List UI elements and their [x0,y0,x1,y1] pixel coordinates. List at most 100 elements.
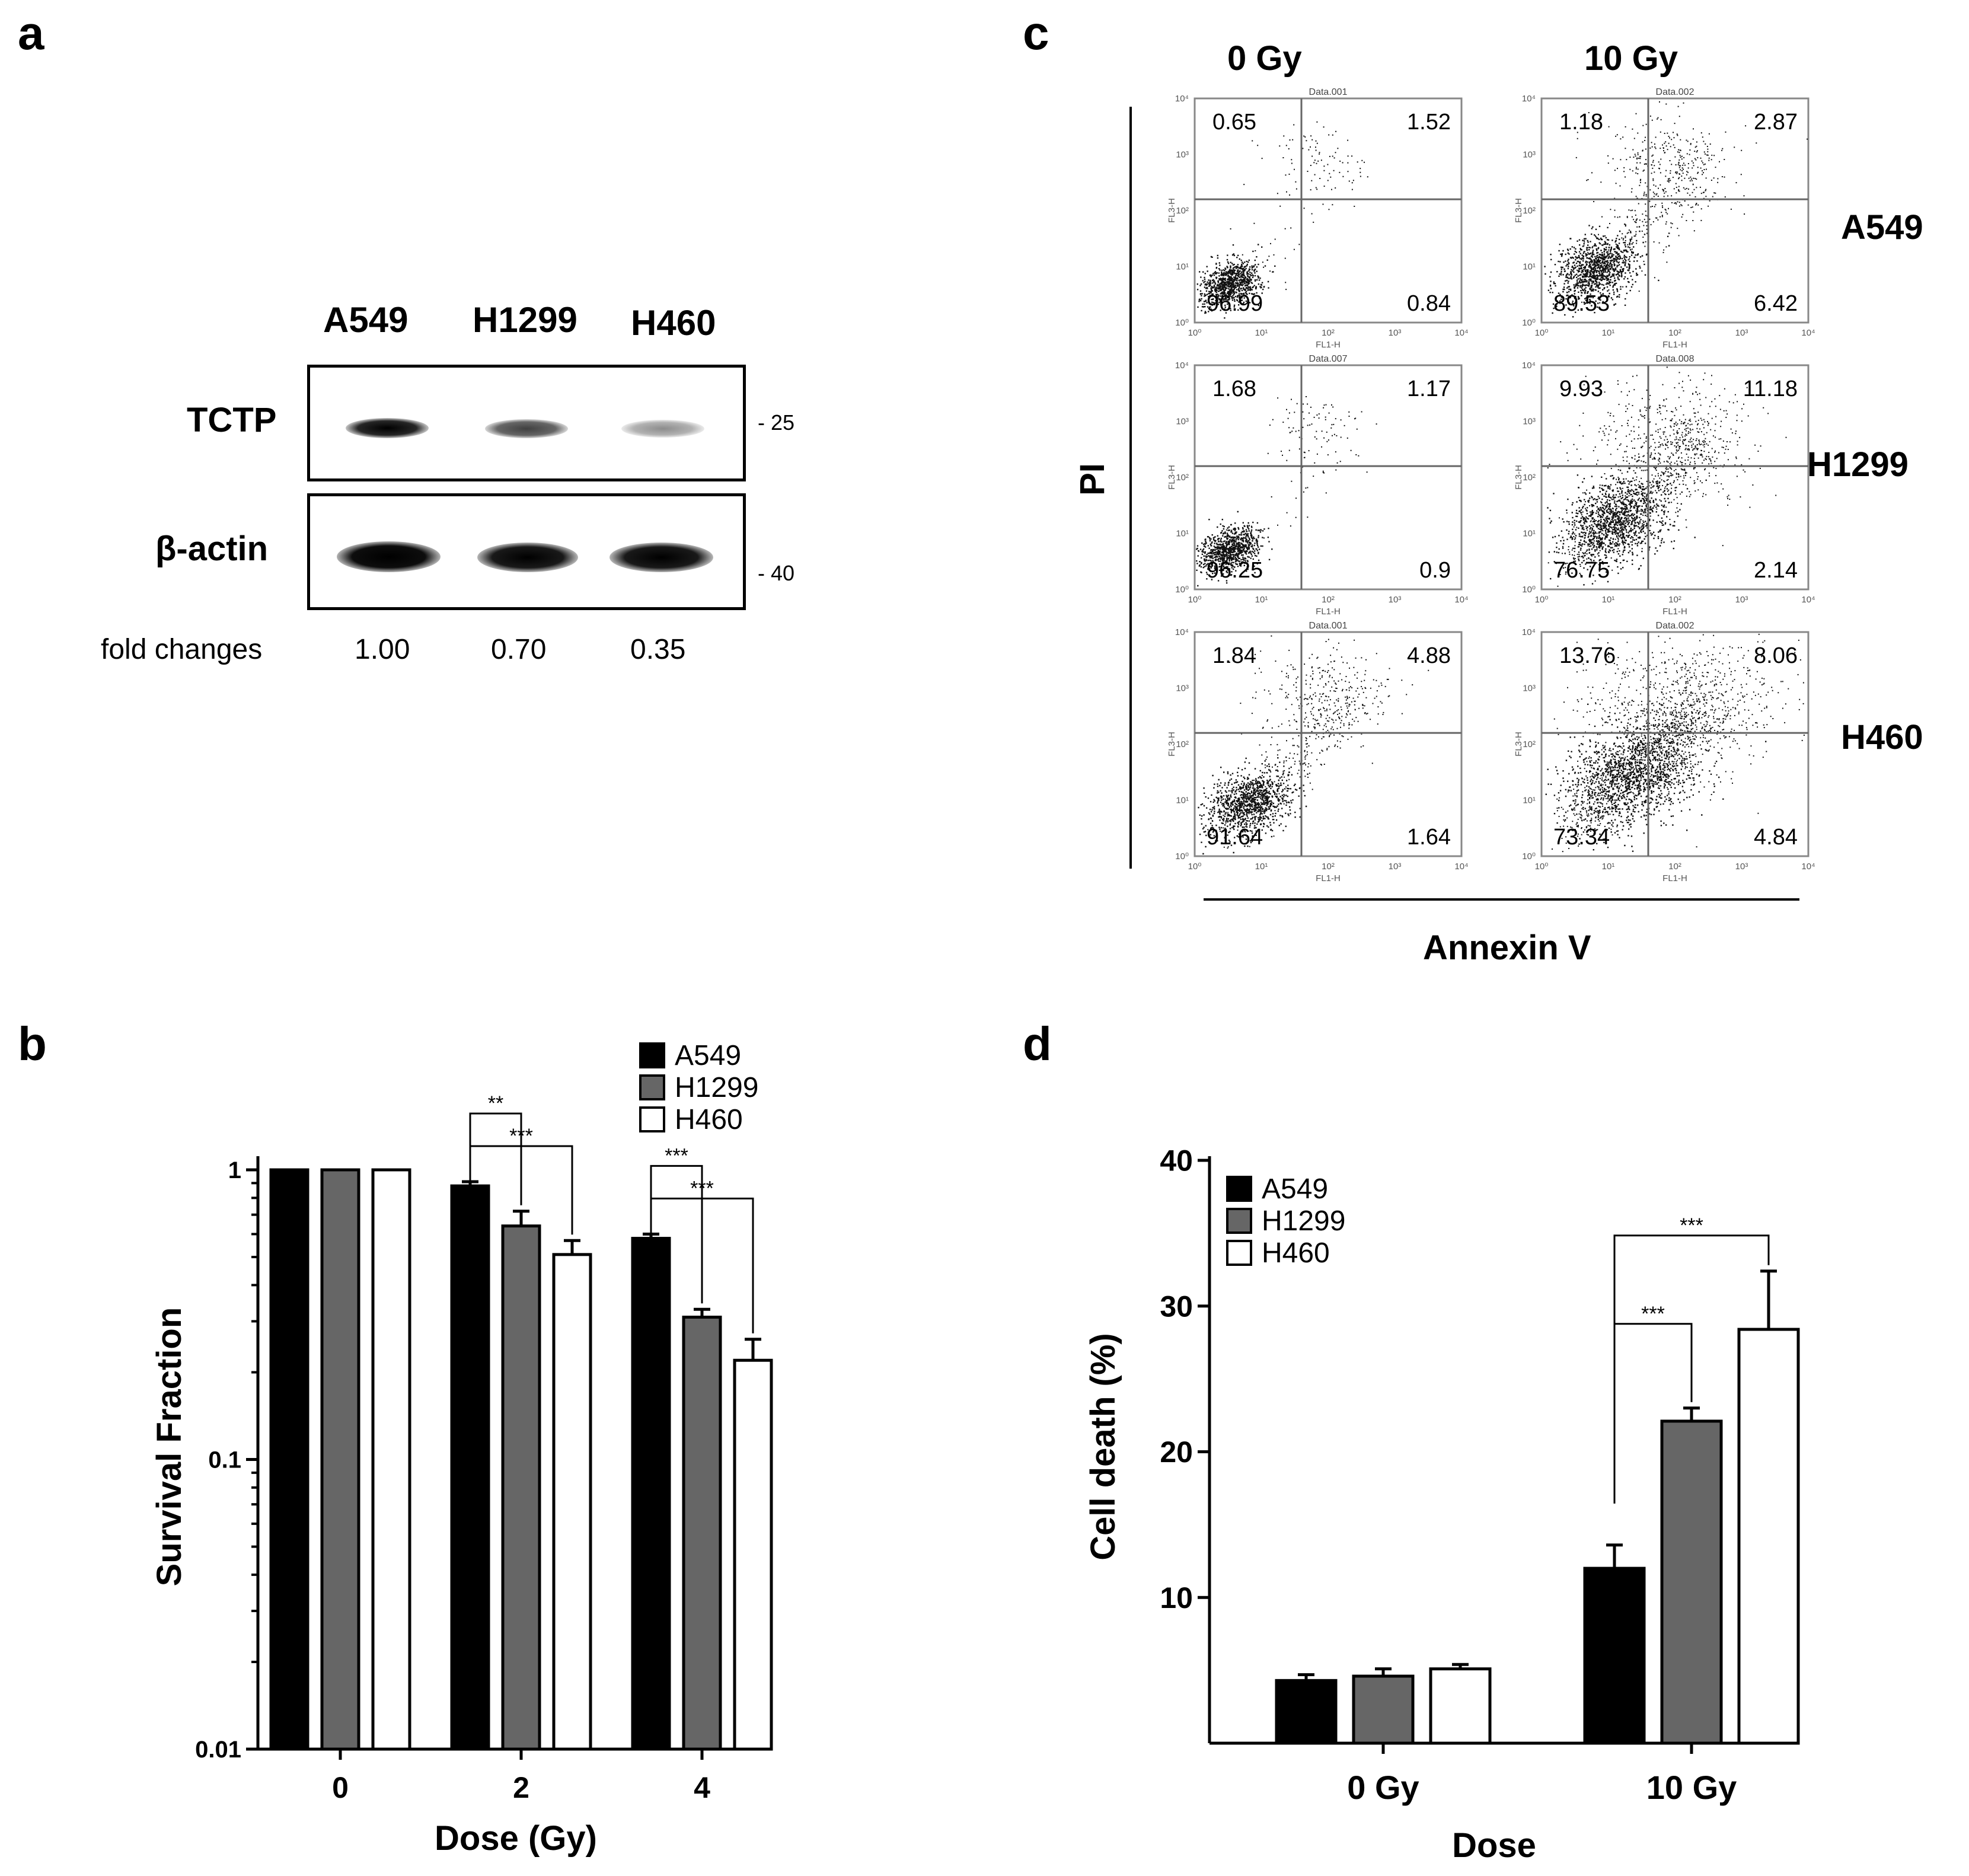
flow-y-tick-label: 10³ [1176,417,1189,427]
flow-x-tick-label: 10¹ [1602,595,1615,605]
quadrant-value-lower-right: 4.84 [1754,825,1798,850]
x-tick-label-10-gy: 10 Gy [1646,1769,1737,1806]
flow-scatter-dots [1196,396,1377,587]
flow-x-tick-label: 10⁴ [1801,595,1815,605]
flow-y-tick-label: 10⁴ [1522,627,1536,637]
flow-x-tick-label: 10⁰ [1535,862,1549,872]
x-tick-label-0: 0 [332,1771,349,1804]
y-tick-label-30: 30 [1160,1290,1193,1323]
flow-y-tick-label: 10⁰ [1522,851,1536,862]
flow-y-tick-label: 10⁰ [1522,585,1536,595]
blot-row-label-tctp: TCTP [187,401,277,439]
bar-h1299-10-gy [1660,1419,1723,1745]
legend-label-h1299: H1299 [675,1072,758,1103]
legend-swatch-a549 [639,1042,665,1068]
flow-x-tick-label: 10¹ [1255,328,1268,338]
flow-y-tick-label: 10² [1523,473,1536,483]
flow-y-tick-label: 10¹ [1176,529,1189,539]
flow-plot-frame [1193,631,1463,857]
flow-x-tick-label: 10⁰ [1188,595,1202,605]
quadrant-value-upper-right: 1.17 [1407,377,1451,401]
bar-h1299-0-gy [1352,1674,1415,1745]
legend-swatch-h460 [639,1106,665,1132]
flow-y-axis-name: FL3-H [1514,465,1524,490]
flow-x-axis-name: FL1-H [1316,873,1341,883]
lane-label-h1299: H1299 [473,300,577,340]
legend-swatch-h460 [1226,1240,1252,1266]
flow-y-tick-label: 10³ [1523,150,1536,160]
y-tick-label-0-01: 0.01 [195,1737,241,1763]
flow-y-tick-label: 10¹ [1523,529,1536,539]
quadrant-value-lower-left: 89.53 [1553,291,1610,316]
flow-plot-title: Data.001 [1309,621,1348,631]
bar-h460-4 [733,1358,773,1751]
significance-label-10-gy-h1299: *** [1641,1303,1665,1325]
flow-x-tick-label: 10³ [1735,328,1748,338]
flow-row-label-a549: A549 [1841,208,1923,247]
quadrant-value-upper-right: 2.87 [1754,110,1798,135]
flow-x-tick-label: 10⁰ [1535,328,1549,338]
quadrant-value-lower-left: 76.75 [1553,558,1610,583]
quadrant-value-lower-right: 0.9 [1419,558,1451,583]
bar-a549-10-gy [1583,1566,1646,1745]
y-tick-label-0-1: 0.1 [208,1447,241,1473]
flow-y-tick-label: 10³ [1523,684,1536,694]
flow-y-tick-label: 10⁰ [1175,318,1189,328]
flow-y-tick-label: 10¹ [1176,262,1189,272]
flow-y-tick-label: 10² [1176,206,1189,216]
y-tick-label-1: 1 [228,1157,241,1183]
flow-plot-title: Data.001 [1309,87,1348,97]
flow-scatter-dots [1544,101,1808,318]
flow-y-tick-label: 10³ [1523,417,1536,427]
bar-h1299-2 [501,1224,541,1751]
blot-marker-actin: - 40 [758,561,795,585]
survival-fraction-chart: 0.01 0.1 1 0 2 4 Dose (Gy) Survival Fraction A54… [150,1040,773,1858]
pi-axis-label: PI [1073,463,1112,496]
quadrant-value-lower-right: 6.42 [1754,291,1798,316]
legend-swatch-a549 [1226,1176,1252,1202]
panel-b-letter: b [18,1017,47,1070]
quadrant-value-lower-left: 73.34 [1553,825,1610,850]
quadrant-value-lower-left: 96.99 [1207,291,1263,316]
flow-x-tick-label: 10² [1668,595,1681,605]
flow-x-tick-label: 10⁴ [1801,862,1815,872]
annexin-axis-line [1204,898,1799,901]
flow-y-tick-label: 10¹ [1523,262,1536,272]
blot-row-label-actin: β-actin [155,529,269,568]
flow-x-tick-label: 10² [1668,862,1681,872]
x-tick-label-4: 4 [694,1771,710,1804]
quadrant-value-upper-right: 11.18 [1743,377,1798,401]
flow-y-tick-label: 10² [1176,739,1189,749]
quadrant-value-upper-right: 1.52 [1407,110,1451,135]
panel-d-letter: d [1023,1017,1052,1070]
panel-a-letter: a [18,7,44,59]
fold-value-h1299: 0.70 [491,634,547,665]
flow-y-axis-name: FL3-H [1514,198,1524,223]
flow-x-tick-label: 10³ [1735,862,1748,872]
flow-col-label-10gy: 10 Gy [1584,39,1678,78]
flow-x-tick-label: 10⁰ [1188,328,1202,338]
flow-row-label-h460: H460 [1841,718,1923,757]
legend-swatch-h1299 [639,1074,665,1100]
bar-h460-10-gy [1737,1328,1800,1745]
flow-plot-title: Data.002 [1656,87,1694,97]
flow-y-tick-label: 10⁴ [1175,627,1189,637]
flow-col-label-0gy: 0 Gy [1227,39,1302,78]
flow-y-tick-label: 10⁴ [1175,360,1189,371]
flow-y-tick-label: 10³ [1176,684,1189,694]
flow-x-tick-label: 10¹ [1602,862,1615,872]
flow-y-axis-name: FL3-H [1167,465,1177,490]
quadrant-value-upper-left: 1.68 [1212,377,1256,401]
quadrant-value-lower-right: 0.84 [1407,291,1451,316]
panel-c-letter: c [1023,7,1049,59]
quadrant-value-upper-left: 0.65 [1212,110,1256,135]
quadrant-value-lower-right: 1.64 [1407,825,1451,850]
flow-x-axis-name: FL1-H [1662,340,1687,350]
flow-y-tick-label: 10⁴ [1522,360,1536,371]
